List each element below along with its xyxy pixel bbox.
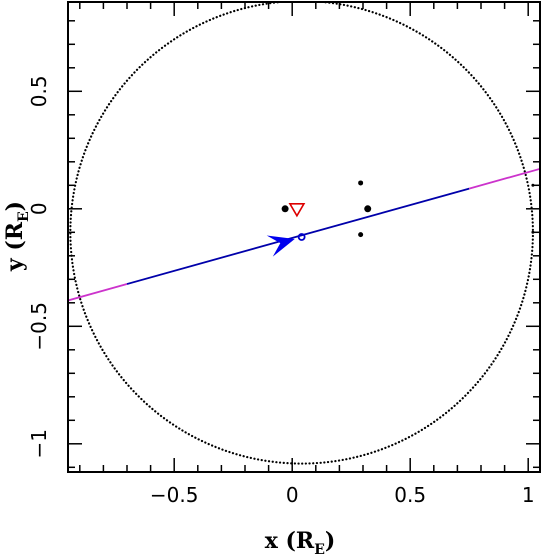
x-tick-label: 0.5	[394, 483, 426, 507]
boundary-circle	[69, 2, 534, 465]
x-tick-label: 1	[522, 483, 535, 507]
y-tick-label: −0.5	[27, 302, 51, 351]
data-point-3	[364, 205, 372, 213]
x-axis-title-close: )	[325, 528, 335, 554]
plot-frame	[67, 1, 541, 473]
markers-layer	[266, 203, 306, 257]
x-axis-title: x (RE)	[265, 528, 336, 555]
y-axis-title-sub: E	[16, 211, 32, 222]
y-tick-label: −1	[27, 429, 51, 458]
trajectory-segment-3	[468, 167, 540, 190]
y-tick-label: 0.5	[27, 75, 51, 107]
data-point-2	[358, 180, 364, 186]
data-point-4	[358, 232, 364, 238]
x-tick-label: −0.5	[150, 483, 199, 507]
data-point-1	[281, 205, 289, 213]
x-axis-title-main: x (R	[265, 528, 315, 554]
circle-layer	[69, 2, 534, 465]
red-triangle-marker	[288, 203, 306, 218]
trajectory-segment-1	[68, 283, 128, 302]
direction-arrow-marker	[266, 235, 295, 257]
ticks-layer	[68, 2, 540, 472]
y-axis-title-close: )	[2, 201, 28, 211]
x-tick-label: 0	[286, 483, 299, 507]
observer-marker	[297, 233, 306, 241]
y-tick-label: 0	[27, 202, 51, 215]
points-layer	[281, 180, 535, 238]
y-axis-title: y (RE)	[2, 201, 32, 272]
y-axis-title-main: y (R	[2, 221, 28, 272]
tick-labels-layer: −0.5 0 0.5 1 −1 −0.5 0 0.5	[27, 75, 535, 507]
x-axis-title-sub: E	[314, 542, 325, 555]
